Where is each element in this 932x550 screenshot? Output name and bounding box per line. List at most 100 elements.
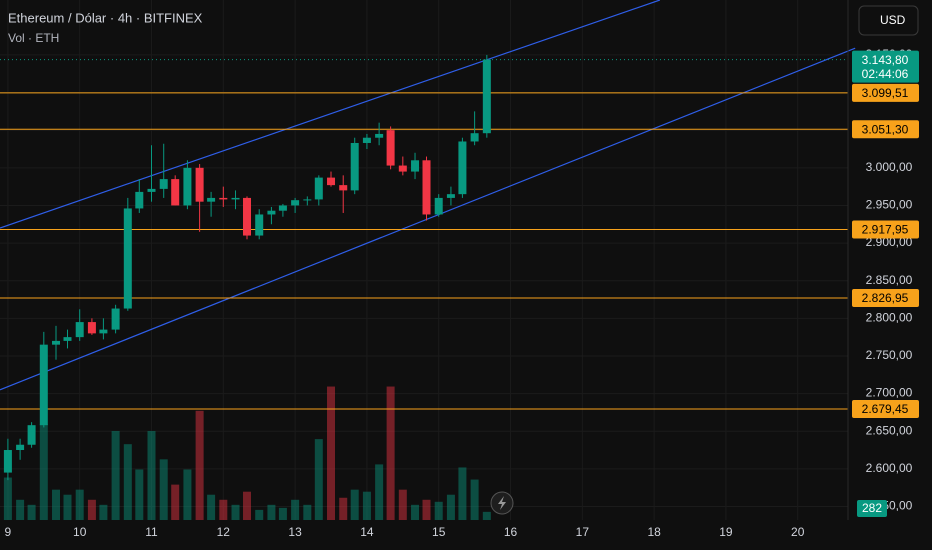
level-badge — [852, 83, 919, 102]
volume-bar — [350, 489, 359, 520]
volume-bar — [339, 497, 348, 520]
y-tick-label: 2.950,00 — [866, 198, 913, 212]
candle-body — [123, 208, 132, 309]
volume-bar — [99, 504, 108, 520]
volume-badge — [857, 500, 887, 517]
candle-body — [16, 444, 25, 451]
level-label: 3.099,51 — [862, 86, 909, 100]
volume-bar — [446, 494, 455, 520]
x-tick-label: 16 — [504, 525, 518, 539]
candle-body — [267, 210, 276, 215]
volume-bar — [111, 431, 120, 520]
volume-bar — [27, 504, 36, 520]
candle-body — [398, 165, 407, 172]
volume-bar — [39, 423, 48, 520]
x-tick-label: 19 — [719, 525, 733, 539]
channel-line — [0, 47, 856, 391]
volume-bar — [375, 464, 384, 520]
candle-body — [446, 194, 455, 198]
volume-bar — [386, 386, 395, 520]
volume-bar — [16, 499, 25, 520]
x-tick-label: 11 — [145, 525, 158, 539]
candle-body — [135, 191, 144, 209]
candle-body — [207, 197, 216, 202]
candle-body — [27, 425, 36, 445]
candle-body — [386, 130, 395, 166]
volume-badge-label: 282 — [862, 501, 882, 515]
x-tick-label: 15 — [432, 525, 446, 539]
level-badge — [852, 120, 919, 139]
volume-bar — [291, 499, 300, 520]
x-tick-label: 17 — [576, 525, 590, 539]
candle-body — [255, 214, 264, 236]
candle-body — [458, 141, 467, 195]
y-tick-label: 2.600,00 — [866, 461, 913, 475]
volume-bar — [171, 484, 180, 520]
drawing-layer — [0, 0, 856, 410]
y-tick-label: 3.000,00 — [866, 160, 913, 174]
x-tick-label: 9 — [5, 525, 12, 539]
icon-bolt — [498, 496, 506, 510]
volume-caption: Vol · ETH — [8, 31, 59, 45]
volume-bar — [207, 494, 216, 520]
volume-bar — [327, 386, 336, 520]
candle-body — [350, 142, 359, 191]
candle-body — [63, 337, 72, 341]
candle-body — [159, 179, 168, 189]
candle-body — [87, 322, 96, 334]
level-label: 2.679,45 — [862, 402, 909, 416]
y-tick-label: 2.750,00 — [866, 348, 913, 362]
volume-bar — [159, 459, 168, 520]
volume-bar — [303, 504, 312, 520]
candle-body — [219, 197, 228, 200]
last-price-badge — [852, 50, 919, 83]
candle-body — [52, 340, 61, 345]
y-tick-label: 2.900,00 — [866, 235, 913, 249]
volume-bar — [411, 504, 420, 520]
level-badge — [852, 289, 919, 308]
candle-body — [3, 450, 12, 473]
x-tick-label: 12 — [217, 525, 231, 539]
volume-bar — [470, 479, 479, 520]
candle-body — [422, 160, 431, 215]
x-tick-label: 10 — [73, 525, 87, 539]
badge-layer: 3.099,51 3.051,30 2.917,95 2.826,95 2.679,45… — [852, 50, 919, 517]
channel-line — [0, 0, 661, 229]
countdown-label: 02:44:06 — [862, 67, 909, 81]
candle-body — [375, 133, 384, 138]
volume-bar — [278, 507, 287, 520]
volume-bar — [398, 489, 407, 520]
volume-bar — [147, 431, 156, 520]
candle-body — [411, 160, 420, 172]
level-label: 2.826,95 — [862, 291, 909, 305]
candle-body — [291, 200, 300, 206]
candle-body — [195, 167, 204, 202]
volume-bar — [434, 501, 443, 520]
x-tick-label: 13 — [288, 525, 302, 539]
x-tick-label: 18 — [647, 525, 661, 539]
candle-body — [147, 188, 156, 192]
currency-label: USD — [880, 13, 906, 27]
candle-body — [470, 133, 479, 142]
chart-title: Ethereum / Dólar · 4h · BITFINEX — [8, 10, 203, 25]
volume-bar — [63, 494, 72, 520]
volume-bar — [135, 469, 144, 520]
volume-bar — [52, 489, 61, 520]
candle-body — [75, 322, 84, 338]
volume-bar — [75, 489, 84, 520]
level-badge — [852, 400, 919, 419]
volume-bar — [255, 509, 264, 520]
last-price-label: 3.143,80 — [862, 53, 909, 67]
replay-icon[interactable] — [490, 491, 514, 515]
candle-body — [171, 179, 180, 206]
volume-bar — [87, 499, 96, 520]
currency-button[interactable] — [858, 5, 919, 36]
candle-body — [303, 199, 312, 201]
candle-body — [183, 167, 192, 206]
volume-layer — [3, 386, 491, 520]
level-label: 2.917,95 — [862, 223, 909, 237]
volume-bar — [3, 477, 12, 520]
candle-body — [314, 177, 323, 200]
x-tick-label: 14 — [360, 525, 374, 539]
y-tick-label: 2.800,00 — [866, 310, 913, 324]
